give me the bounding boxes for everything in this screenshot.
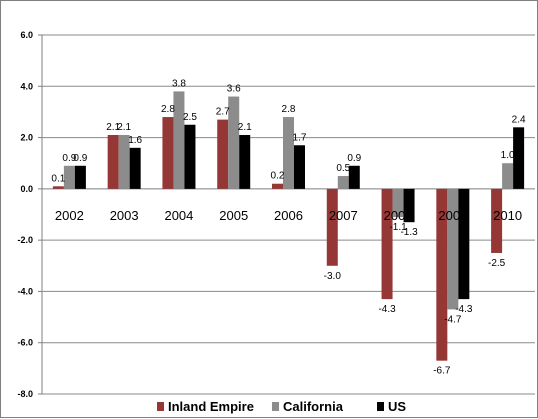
bar-california-2002 xyxy=(63,165,75,189)
data-label-california-2007: 0.5 xyxy=(336,163,350,174)
y-tick-label: -6.0 xyxy=(17,338,33,348)
bar-california-2009 xyxy=(447,188,459,310)
data-label-california-2008: -1.1 xyxy=(389,222,407,233)
data-label-us-2008: -1.3 xyxy=(400,227,418,238)
bar-us-2004 xyxy=(184,124,196,189)
legend-swatch-inland-empire xyxy=(157,402,164,411)
bar-inland-empire-2008 xyxy=(381,188,393,300)
bar-inland-empire-2010 xyxy=(491,188,503,253)
data-label-inland-empire-2006: 0.2 xyxy=(271,171,285,182)
category-label: 2007 xyxy=(329,208,358,223)
bar-us-2006 xyxy=(294,145,305,189)
category-label: 2009 xyxy=(438,208,467,223)
bar-inland-empire-2005 xyxy=(217,119,229,189)
data-label-california-2010: 1.0 xyxy=(501,150,515,161)
y-tick-label: -8.0 xyxy=(17,389,33,399)
data-labels: 0.10.90.92.12.11.62.83.82.5 2.73.62.10.22… xyxy=(51,78,526,376)
bar-us-2007 xyxy=(348,165,360,189)
bar-california-2003 xyxy=(118,135,130,189)
data-label-us-2003: 1.6 xyxy=(128,135,142,146)
bar-california-2007 xyxy=(337,176,349,189)
data-label-california-2005: 3.6 xyxy=(227,84,241,95)
y-tick-label: -2.0 xyxy=(17,235,33,245)
legend-label-inland-empire: Inland Empire xyxy=(168,399,254,414)
category-label: 2002 xyxy=(55,208,84,223)
y-tick-label: 6.0 xyxy=(20,30,33,40)
bar-inland-empire-2002 xyxy=(52,186,64,189)
legend-swatch-us xyxy=(377,402,384,411)
y-tick-label: 2.0 xyxy=(20,133,33,143)
category-label: 2010 xyxy=(493,208,522,223)
bars xyxy=(52,91,525,361)
data-label-california-2003: 2.1 xyxy=(117,122,131,133)
y-tick-label: 0.0 xyxy=(20,184,33,194)
bar-inland-empire-2009 xyxy=(436,188,448,361)
data-label-california-2004: 3.8 xyxy=(172,78,186,89)
bar-california-2004 xyxy=(173,91,185,189)
bar-us-2003 xyxy=(129,147,141,189)
bar-us-2002 xyxy=(74,165,86,189)
category-label: 2006 xyxy=(274,208,303,223)
bar-inland-empire-2003 xyxy=(107,135,119,189)
category-label: 2004 xyxy=(164,208,193,223)
bar-us-2009 xyxy=(458,188,470,300)
category-label: 2005 xyxy=(219,208,248,223)
data-label-california-2002: 0.9 xyxy=(62,153,76,164)
legend-label-us: US xyxy=(388,399,406,414)
data-label-us-2009: -4.3 xyxy=(455,304,473,315)
legend: Inland Empire California US xyxy=(157,399,406,414)
data-label-inland-empire-2007: -3.0 xyxy=(324,271,342,282)
data-label-inland-empire-2005: 2.7 xyxy=(216,107,230,118)
data-label-inland-empire-2004: 2.8 xyxy=(161,104,175,115)
bar-california-2008 xyxy=(392,188,404,218)
data-label-inland-empire-2009: -6.7 xyxy=(433,366,451,377)
legend-swatch-california xyxy=(272,402,279,411)
data-label-us-2010: 2.4 xyxy=(512,114,526,125)
data-label-inland-empire-2008: -4.3 xyxy=(378,304,396,315)
data-label-inland-empire-2003: 2.1 xyxy=(106,122,120,133)
data-label-inland-empire-2002: 0.1 xyxy=(51,173,65,184)
bar-us-2010 xyxy=(513,127,525,189)
bar-california-2005 xyxy=(228,96,240,189)
bar-us-2008 xyxy=(403,188,415,223)
data-label-california-2009: -4.7 xyxy=(444,314,462,325)
data-label-us-2004: 2.5 xyxy=(183,112,197,123)
data-label-california-2006: 2.8 xyxy=(282,104,296,115)
bar-inland-empire-2006 xyxy=(272,183,283,189)
category-labels: 2002 2003 2004 2005 2006 2007 2008 2009 2010 xyxy=(55,208,522,223)
data-label-us-2002: 0.9 xyxy=(73,153,87,164)
bar-inland-empire-2004 xyxy=(162,117,174,189)
bar-inland-empire-2007 xyxy=(326,188,338,266)
y-tick-label: 4.0 xyxy=(20,81,33,91)
category-label: 2008 xyxy=(384,208,413,223)
data-label-us-2006: 1.7 xyxy=(293,132,307,143)
data-label-us-2007: 0.9 xyxy=(347,153,361,164)
data-label-us-2005: 2.1 xyxy=(238,122,252,133)
y-tick-label: -4.0 xyxy=(17,286,33,296)
legend-label-california: California xyxy=(283,399,344,414)
bar-california-2006 xyxy=(283,117,294,189)
bar-california-2010 xyxy=(502,163,514,189)
bar-us-2005 xyxy=(239,135,251,189)
category-label: 2003 xyxy=(110,208,139,223)
data-label-inland-empire-2010: -2.5 xyxy=(488,258,506,269)
